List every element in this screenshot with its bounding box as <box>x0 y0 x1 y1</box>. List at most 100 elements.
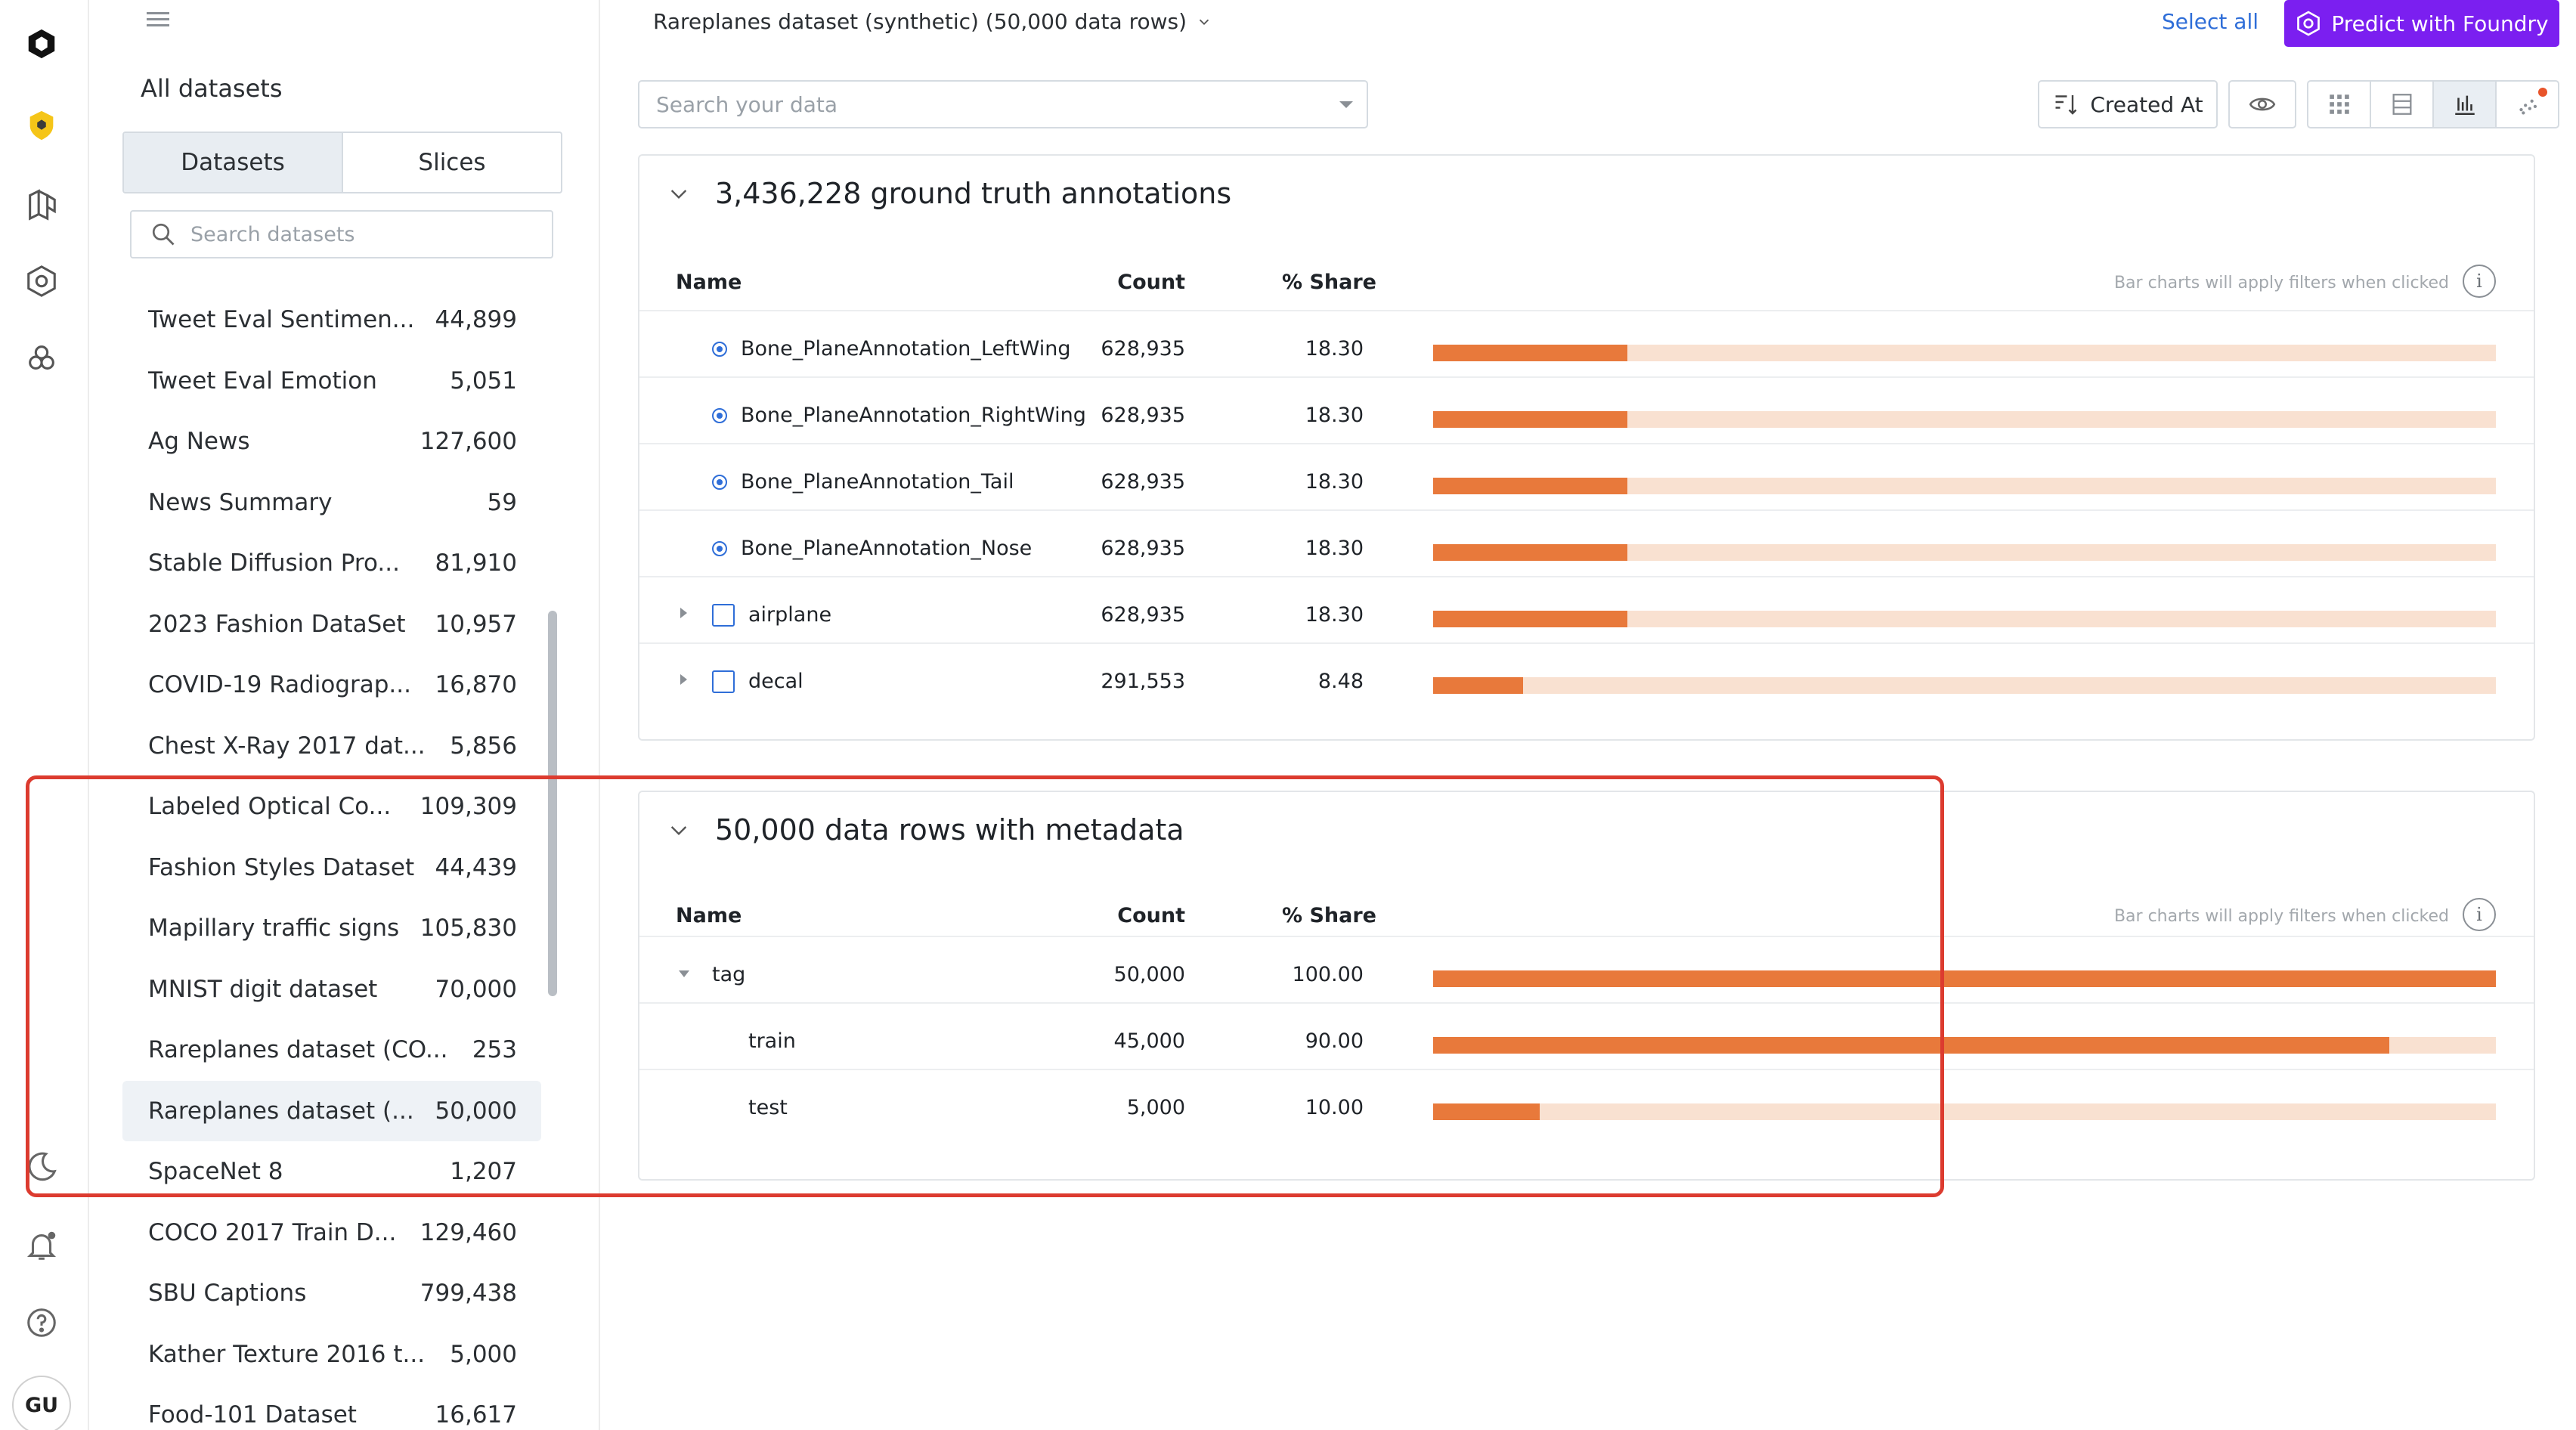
tab-slices[interactable]: Slices <box>418 149 486 176</box>
bar-chart-icon <box>2454 95 2475 116</box>
dataset-name: Fashion Styles Dataset <box>148 853 415 881</box>
table-row: Bone_PlaneAnnotation_Nose 628,935 18.30 <box>639 509 2534 576</box>
row-name: Bone_PlaneAnnotation_LeftWing <box>741 337 1071 361</box>
data-search-input[interactable] <box>656 91 1306 117</box>
row-name: airplane <box>748 603 832 627</box>
dataset-list-item[interactable]: Ag News 127,600 <box>122 411 541 472</box>
radio-icon[interactable] <box>712 341 727 357</box>
visibility-button[interactable] <box>2228 80 2296 128</box>
tab-datasets[interactable]: Datasets <box>124 133 343 192</box>
row-name-cell[interactable]: test <box>748 1096 788 1119</box>
dataset-list-item[interactable]: Stable Diffusion Pro... 81,910 <box>122 533 541 594</box>
menu-icon[interactable] <box>144 6 174 36</box>
sort-button[interactable]: Created At <box>2038 80 2218 128</box>
list-view-button[interactable] <box>2371 82 2434 127</box>
catalog-icon[interactable] <box>20 183 63 225</box>
share-bar[interactable] <box>1433 478 2496 494</box>
moon-icon[interactable] <box>20 1146 63 1188</box>
model-icon[interactable] <box>20 260 63 302</box>
bell-icon[interactable] <box>20 1224 63 1267</box>
column-share: % Share <box>1282 904 1376 927</box>
metadata-panel-header[interactable]: 50,000 data rows with metadata <box>667 813 1184 847</box>
chevron-down-icon <box>1199 19 1209 25</box>
dataset-list-item[interactable]: Rareplanes dataset (CO... 253 <box>122 1020 541 1081</box>
row-name-cell[interactable]: Bone_PlaneAnnotation_Nose <box>712 537 1032 560</box>
logo-cube-icon[interactable] <box>20 23 63 65</box>
dataset-list-item[interactable]: Rareplanes dataset (... 50,000 <box>122 1080 541 1141</box>
dataset-list-item[interactable]: Kather Texture 2016 t... 5,000 <box>122 1324 541 1385</box>
share-bar-fill <box>1433 544 1628 561</box>
share-bar[interactable] <box>1433 1103 2496 1120</box>
table-row: Bone_PlaneAnnotation_LeftWing 628,935 18.3… <box>639 310 2534 376</box>
expand-arrow-icon[interactable] <box>680 674 687 685</box>
row-name-cell[interactable]: train <box>748 1029 796 1053</box>
row-name-cell[interactable]: tag <box>712 963 745 986</box>
dataset-list-item[interactable]: Food-101 Dataset 16,617 <box>122 1385 541 1430</box>
info-icon[interactable]: i <box>2463 898 2496 931</box>
chevron-down-icon <box>670 826 687 836</box>
share-bar[interactable] <box>1433 677 2496 694</box>
dataset-search-input[interactable] <box>190 222 538 246</box>
dataset-list-item[interactable]: Tweet Eval Sentimen... 44,899 <box>122 289 541 351</box>
table-row: Bone_PlaneAnnotation_Tail 628,935 18.30 <box>639 443 2534 509</box>
dataset-list-item[interactable]: Tweet Eval Emotion 5,051 <box>122 351 541 412</box>
dataset-list-item[interactable]: Fashion Styles Dataset 44,439 <box>122 837 541 899</box>
share-bar[interactable] <box>1433 1037 2496 1054</box>
dataset-count: 5,051 <box>450 367 517 395</box>
grid-icon <box>2329 94 2349 114</box>
dataset-list-item[interactable]: News Summary 59 <box>122 472 541 534</box>
dataset-list-item[interactable]: COVID-19 Radiograp... 16,870 <box>122 655 541 716</box>
row-count: 45,000 <box>1113 1029 1185 1053</box>
predict-with-foundry-button[interactable]: Predict with Foundry <box>2284 0 2559 47</box>
share-bar[interactable] <box>1433 544 2496 561</box>
dataset-name: Food-101 Dataset <box>148 1401 357 1429</box>
row-name-cell[interactable]: airplane <box>712 603 831 627</box>
row-name-cell[interactable]: Bone_PlaneAnnotation_Tail <box>712 470 1014 494</box>
help-icon[interactable] <box>20 1302 63 1344</box>
dataset-list-item[interactable]: MNIST digit dataset 70,000 <box>122 959 541 1020</box>
grid-view-button[interactable] <box>2308 82 2371 127</box>
share-bar[interactable] <box>1433 411 2496 428</box>
radio-icon[interactable] <box>712 407 727 423</box>
dataset-list-item[interactable]: SpaceNet 8 1,207 <box>122 1141 541 1202</box>
checkbox[interactable] <box>712 670 735 693</box>
dataset-list-item[interactable]: COCO 2017 Train D... 129,460 <box>122 1202 541 1264</box>
dataset-list-item[interactable]: Mapillary traffic signs 105,830 <box>122 898 541 959</box>
dataset-title-dropdown[interactable]: Rareplanes dataset (synthetic) (50,000 d… <box>653 9 1212 34</box>
sidebar-scrollbar[interactable] <box>546 272 559 1413</box>
info-icon[interactable]: i <box>2463 265 2496 298</box>
caret-down-icon[interactable] <box>1339 101 1353 108</box>
share-bar-fill <box>1433 1037 2390 1054</box>
sort-label: Created At <box>2090 91 2203 117</box>
expand-arrow-icon[interactable] <box>680 608 687 618</box>
dataset-list-item[interactable]: Labeled Optical Co... 109,309 <box>122 776 541 837</box>
sort-icon <box>2055 95 2077 115</box>
dataset-list-item[interactable]: SBU Captions 799,438 <box>122 1263 541 1324</box>
checkbox[interactable] <box>712 603 735 627</box>
row-share: 100.00 <box>1292 963 1364 986</box>
share-bar[interactable] <box>1433 345 2496 361</box>
analytics-view-button[interactable] <box>2434 82 2497 127</box>
row-share: 18.30 <box>1305 470 1364 494</box>
sidebar-title: All datasets <box>141 74 283 103</box>
user-avatar[interactable]: GU <box>12 1376 71 1430</box>
radio-icon[interactable] <box>712 474 727 490</box>
annotate-icon[interactable] <box>20 337 63 379</box>
shield-icon[interactable] <box>20 104 63 147</box>
annotations-panel-header[interactable]: 3,436,228 ground truth annotations <box>667 177 1231 210</box>
dataset-count: 16,617 <box>435 1401 517 1429</box>
dataset-list-item[interactable]: 2023 Fashion DataSet 10,957 <box>122 594 541 655</box>
embedding-view-button[interactable] <box>2497 82 2558 127</box>
row-name-cell[interactable]: Bone_PlaneAnnotation_RightWing <box>712 404 1086 427</box>
radio-icon[interactable] <box>712 540 727 556</box>
row-share: 18.30 <box>1305 603 1364 627</box>
collapse-arrow-icon[interactable] <box>679 970 689 977</box>
select-all-link[interactable]: Select all <box>2162 9 2259 34</box>
row-name-cell[interactable]: Bone_PlaneAnnotation_LeftWing <box>712 337 1071 361</box>
row-name-cell[interactable]: decal <box>712 670 803 693</box>
share-bar[interactable] <box>1433 970 2496 987</box>
scrollbar-thumb[interactable] <box>548 611 557 996</box>
share-bar[interactable] <box>1433 611 2496 627</box>
data-search <box>638 80 1368 128</box>
dataset-list-item[interactable]: Chest X-Ray 2017 dat... 5,856 <box>122 716 541 777</box>
